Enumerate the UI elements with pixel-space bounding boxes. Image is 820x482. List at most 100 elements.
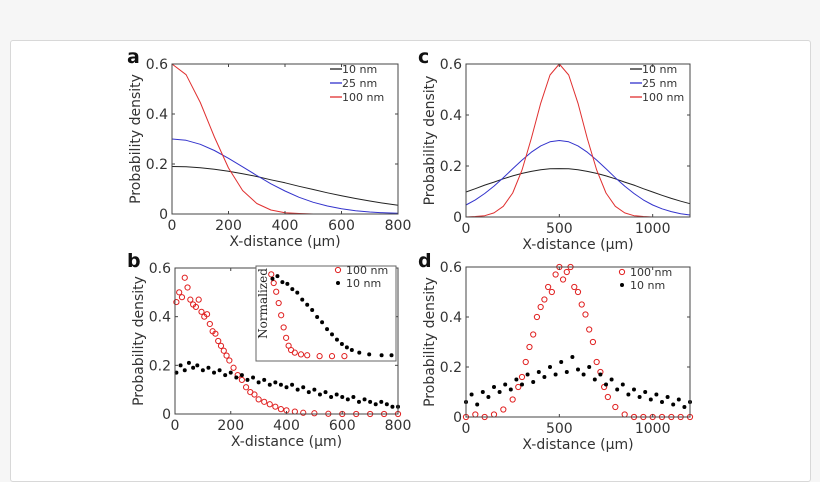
inset-point	[273, 288, 280, 295]
panel-letter: b	[127, 250, 141, 272]
scatter-point	[682, 405, 687, 409]
x-axis-label: X-distance (μm)	[229, 234, 340, 250]
y-tick-label: 0	[453, 210, 462, 226]
scatter-point	[637, 395, 642, 399]
scatter-point	[217, 368, 222, 373]
scatter-point	[301, 385, 306, 390]
series-line-25-nm	[171, 138, 399, 214]
scatter-point	[480, 390, 485, 394]
scatter-point	[184, 284, 191, 291]
y-tick-label: 0	[162, 407, 171, 423]
inset-point	[334, 337, 339, 342]
legend-label: 10 nm	[642, 63, 677, 76]
y-tick-label: 0	[159, 207, 168, 223]
inset-point	[295, 290, 300, 295]
x-tick-label: 200	[215, 218, 242, 234]
scatter-point	[192, 303, 200, 311]
scatter-point	[587, 365, 592, 369]
scatter-point	[589, 338, 597, 346]
x-tick-label: 400	[273, 418, 300, 434]
x-tick-label: 600	[328, 218, 355, 234]
scatter-point	[245, 377, 250, 382]
scatter-point	[311, 410, 318, 417]
scatter-point	[514, 377, 519, 382]
scatter-point	[564, 370, 569, 374]
inset-point	[290, 287, 295, 292]
scatter-point	[475, 402, 480, 407]
x-tick-label: 200	[217, 418, 244, 434]
legend-label: 25 nm	[342, 77, 377, 90]
y-tick-label: 0.4	[440, 310, 462, 326]
scatter-point	[300, 409, 307, 416]
scatter-point	[497, 390, 502, 394]
scatter-point	[277, 406, 285, 413]
scatter-point	[278, 382, 283, 387]
scatter-point	[559, 360, 564, 364]
y-tick-label: 0.6	[146, 57, 168, 73]
scatter-point	[255, 396, 262, 403]
y-tick-label: 0.2	[440, 360, 462, 376]
x-tick-label: 0	[462, 221, 471, 237]
panel-b: b 0 200 400 600 800 0 0.2 0.4 0.6 X-distance (μm) P…	[127, 250, 411, 450]
legend-label: 100 nm	[342, 91, 384, 104]
scatter-point	[340, 394, 345, 399]
scatter-point	[262, 377, 267, 382]
scatter-point	[533, 313, 541, 321]
scatter-point	[676, 397, 681, 402]
scatter-point	[500, 406, 507, 413]
x-tick-label: 1000	[635, 221, 671, 237]
scatter-point	[531, 380, 536, 384]
y-axis-label: Probability density	[131, 276, 147, 406]
scatter-point	[604, 382, 608, 387]
x-tick-label: 800	[385, 218, 412, 234]
inset-point	[304, 352, 311, 359]
inset-point	[305, 302, 310, 307]
scatter-point	[373, 402, 378, 407]
inset-point	[349, 348, 354, 353]
legend-marker	[620, 283, 624, 287]
scatter-point	[559, 276, 567, 283]
scatter-point	[490, 411, 498, 418]
scatter-point	[648, 397, 653, 402]
scatter-point	[181, 274, 188, 281]
y-tick-label: 0	[453, 410, 462, 426]
scatter-point	[215, 337, 222, 345]
inset-point	[357, 350, 362, 355]
scatter-point	[226, 357, 233, 364]
y-tick-label: 0.2	[440, 159, 462, 175]
x-tick-label: 0	[462, 421, 471, 437]
scatter-point	[334, 392, 339, 397]
y-tick-label: 0.6	[149, 261, 171, 277]
y-axis-label: Probability density	[128, 74, 144, 204]
scatter-point	[230, 364, 237, 371]
inset-point	[270, 276, 275, 281]
legend-label: 10 nm	[630, 279, 665, 292]
y-tick-label: 0.2	[149, 358, 171, 374]
scatter-point	[178, 363, 183, 368]
inset-point	[341, 353, 348, 360]
scatter-point	[582, 311, 589, 318]
legend-label: 100 nm	[642, 91, 684, 104]
scatter-point	[515, 383, 522, 391]
scatter-point	[509, 396, 516, 403]
y-axis-label: Probability density	[422, 76, 438, 206]
scatter-point	[654, 392, 659, 397]
inset: Normalized	[255, 265, 397, 362]
scatter-point	[345, 397, 350, 402]
x-tick-label: 500	[546, 421, 573, 437]
scatter-point	[552, 271, 559, 278]
legend-marker	[618, 268, 626, 276]
scatter-point	[234, 375, 239, 380]
scatter-point	[251, 375, 256, 380]
scatter-point	[212, 330, 219, 337]
x-tick-label: 600	[329, 418, 356, 434]
scatter-point	[390, 404, 395, 409]
scatter-point	[217, 342, 225, 349]
scatter-point	[329, 394, 334, 399]
scatter-point	[643, 390, 648, 394]
scatter-point	[581, 372, 586, 377]
scatter-point	[593, 358, 600, 366]
inset-point	[325, 327, 330, 332]
